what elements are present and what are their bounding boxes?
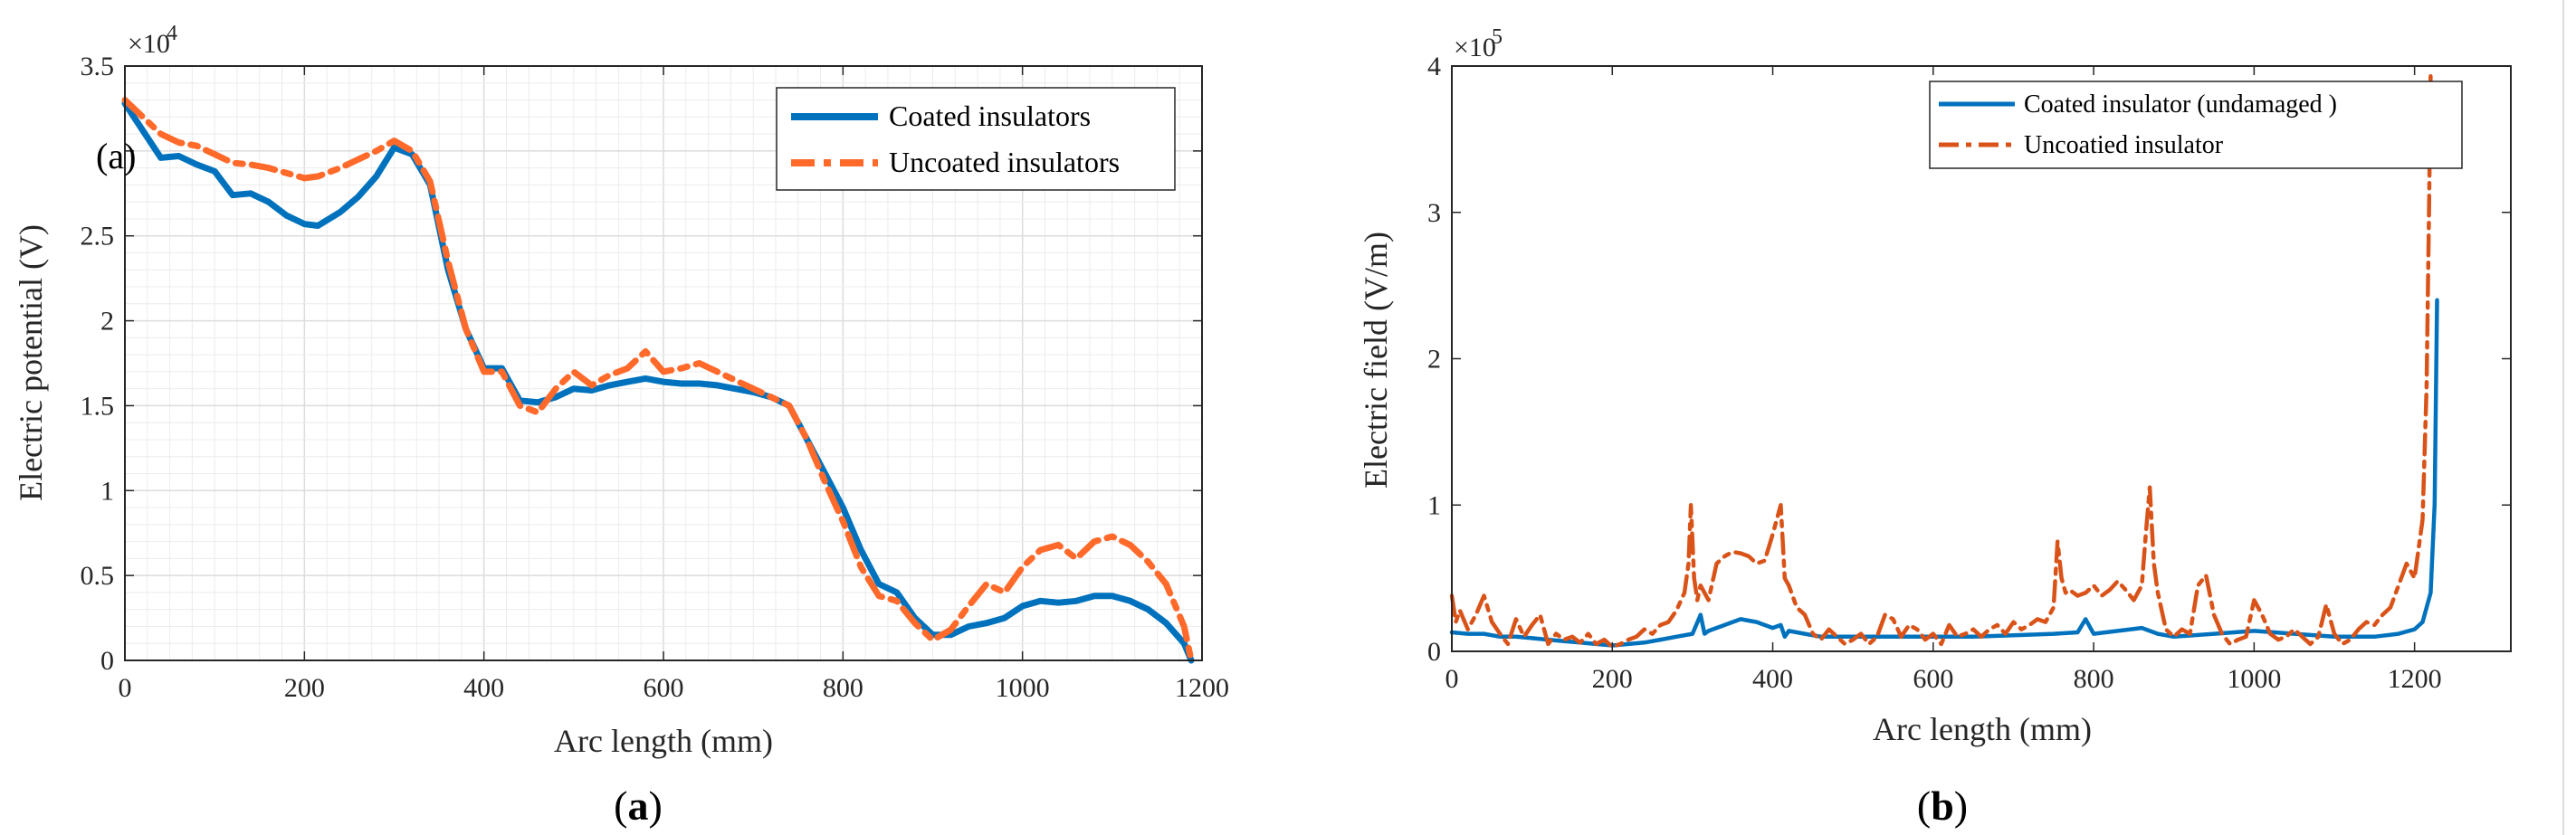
chart-a-x-label: Arc length (mm): [554, 723, 773, 759]
chart-a-legend-box: [776, 87, 1176, 191]
chart-b-legend: Coated insulator (undamaged ) Uncoatied …: [1929, 81, 2463, 169]
chart-a-x-tick-label: 1200: [1175, 673, 1229, 703]
chart-a-y-tick-label: 2.5: [81, 222, 115, 251]
chart-b-y-ticks: 0 1 2 3 4: [1427, 52, 2511, 667]
chart-b-y-tick-label: 4: [1427, 52, 1441, 81]
chart-a-x-tick-label: 600: [644, 673, 684, 703]
chart-a-y-tick-label: 1: [100, 476, 114, 506]
chart-b-x-tick-label: 0: [1445, 664, 1459, 694]
chart-a-legend-label-uncoated: Uncoated insulators: [889, 146, 1120, 178]
chart-b-y-label: Electric field (V/m): [1358, 232, 1394, 489]
chart-a-inset-label: (a): [96, 136, 136, 176]
chart-a-x-tick-label: 1000: [996, 673, 1050, 703]
chart-b-y-tick-label: 0: [1427, 637, 1441, 667]
chart-a-y-tick-label: 0: [100, 646, 114, 676]
chart-a-y-tick-label: 0.5: [81, 561, 115, 591]
chart-a-y-exponent-base: ×10: [128, 29, 170, 59]
chart-a-legend-label-coated: Coated insulators: [889, 100, 1091, 132]
chart-a-legend: Coated insulators Uncoated insulators: [776, 87, 1176, 191]
chart-b-y-tick-label: 1: [1427, 490, 1441, 520]
chart-b-y-tick-label: 2: [1427, 345, 1441, 375]
chart-a-y-ticks: 0 0.5 1 1.5 2 2.5 3.5: [81, 52, 1202, 676]
chart-a-series-coated-line: [121, 100, 1195, 664]
chart-b-x-tick-label: 1200: [2388, 664, 2442, 694]
chart-a-x-ticks: 0 200 400 600 800 1000 1200: [119, 66, 1229, 703]
chart-a-y-tick-label: 1.5: [81, 391, 115, 421]
chart-a-y-tick-label: 3.5: [81, 52, 115, 81]
chart-b-x-tick-label: 200: [1592, 664, 1633, 694]
chart-a-x-tick-label: 400: [463, 673, 504, 703]
chart-a: 0 200 400 600 800 1000 1200 0 0.5 1 1.5 2 2.5 3.5 ×1…: [13, 22, 1229, 829]
chart-b-legend-label-coated: Coated insulator (undamaged ): [2024, 90, 2337, 119]
chart-b-x-tick-label: 600: [1913, 664, 1953, 694]
chart-a-y-tick-label: 2: [100, 307, 114, 337]
chart-a-series: [121, 97, 1195, 664]
chart-a-x-tick-label: 800: [823, 673, 863, 703]
chart-b-x-ticks: 0 200 400 600 800 1000 1200: [1445, 66, 2442, 694]
chart-a-series-uncoated-line: [121, 97, 1195, 664]
chart-b-x-tick-label: 400: [1752, 664, 1793, 694]
chart-b-series: [1449, 71, 2439, 650]
chart-b-x-tick-label: 1000: [2227, 664, 2281, 694]
chart-b-y-exponent-base: ×10: [1454, 33, 1496, 62]
chart-b-series-uncoated-line: [1449, 71, 2433, 650]
chart-b-legend-box: [1929, 81, 2463, 169]
panel-label-a: (a): [614, 783, 663, 829]
chart-b-y-tick-label: 3: [1427, 198, 1441, 228]
chart-a-x-tick-label: 0: [119, 673, 132, 703]
chart-b-legend-label-uncoated: Uncoatied insulator: [2024, 131, 2224, 159]
chart-b-y-exponent-power: 5: [1492, 25, 1503, 49]
chart-b-x-label: Arc length (mm): [1873, 711, 2092, 747]
panel-label-b: (b): [1917, 783, 1968, 829]
chart-a-y-exponent-power: 4: [167, 22, 177, 45]
chart-b: 0 200 400 600 800 1000 1200 0 1 2 3 4 ×10 5 Arc le…: [1358, 25, 2512, 829]
chart-a-y-label: Electric potential (V): [13, 224, 49, 501]
chart-b-x-tick-label: 800: [2074, 664, 2114, 694]
chart-a-x-tick-label: 200: [284, 673, 325, 703]
